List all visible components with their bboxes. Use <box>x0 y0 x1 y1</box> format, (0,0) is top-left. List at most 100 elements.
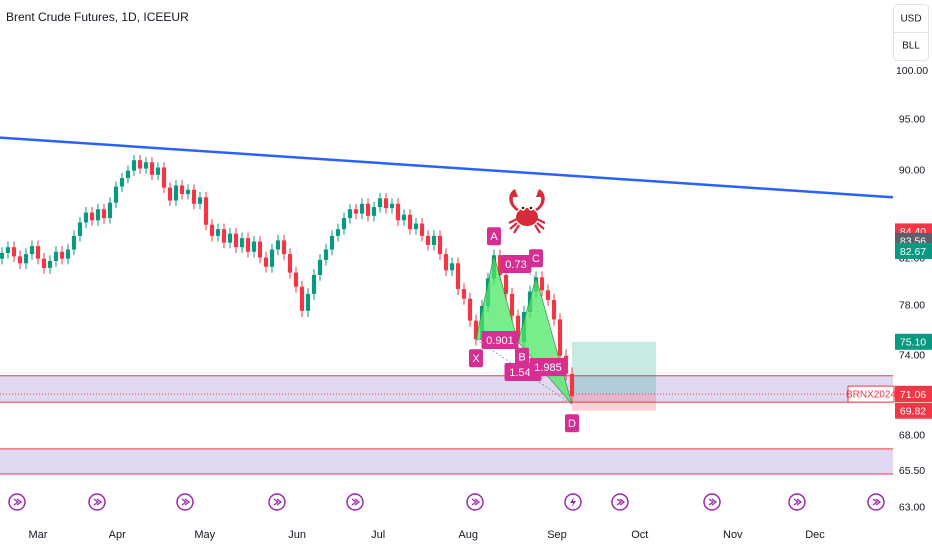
candles <box>0 155 575 403</box>
candle-body <box>401 214 407 221</box>
candle-body <box>101 209 107 219</box>
candle-body <box>257 241 263 258</box>
candle-body <box>143 162 149 169</box>
y-tick-label: 95.00 <box>899 113 925 125</box>
x-tick-label: Mar <box>29 529 48 541</box>
pattern-point-label: C <box>532 253 540 265</box>
unit[interactable]: BLL <box>902 41 920 52</box>
candle-body <box>269 249 275 267</box>
event-icon[interactable] <box>8 493 26 511</box>
candle-body <box>515 315 521 342</box>
event-arrow <box>273 498 283 506</box>
event-arrow <box>13 498 23 506</box>
candle-body <box>455 263 461 290</box>
event-icon[interactable] <box>268 493 286 511</box>
candle-body <box>245 238 251 252</box>
candle-body <box>89 212 95 221</box>
candle-body <box>47 260 53 268</box>
candle-body <box>239 238 245 248</box>
candle-body <box>347 209 353 219</box>
candle-body <box>281 240 287 255</box>
event-arrow <box>872 498 882 506</box>
candle-body <box>317 259 323 275</box>
candle-body <box>557 319 563 356</box>
candle-body <box>0 252 5 259</box>
candle-body <box>95 209 101 221</box>
candle-body <box>227 233 233 243</box>
candle-body <box>287 254 293 273</box>
candle-body <box>305 293 311 311</box>
price-label-box <box>895 242 932 259</box>
candle-body <box>431 235 437 245</box>
event-icon[interactable] <box>466 493 484 511</box>
y-tick-label: 100.00 <box>896 65 928 77</box>
candle-body <box>215 229 221 236</box>
symbol-tag: BRNX2024 <box>846 390 896 401</box>
y-tick-label: 78.00 <box>899 300 925 312</box>
pattern-point-label: D <box>568 418 576 430</box>
currency[interactable]: USD <box>900 14 921 25</box>
event-arrow <box>793 498 803 506</box>
x-tick-label: Dec <box>805 529 825 541</box>
event-icon[interactable] <box>867 493 885 511</box>
event-icon[interactable] <box>346 493 364 511</box>
candle-body <box>335 229 341 236</box>
event-icon[interactable] <box>611 493 629 511</box>
pattern-point-box <box>528 249 543 268</box>
candle-body <box>203 197 209 225</box>
candle-body <box>107 202 113 219</box>
candle-body <box>473 320 479 340</box>
candle-body <box>395 203 401 221</box>
event-arrow <box>471 498 481 506</box>
event-arrow <box>181 498 191 506</box>
candle-body <box>377 198 383 208</box>
price-axis: Mar Apr May Jun Jul Aug Sep Oct Nov Dec 100.00 95.0… <box>29 65 932 541</box>
candle-body <box>443 254 449 271</box>
candle-body <box>131 160 137 171</box>
pattern-point-box <box>564 414 579 433</box>
y-tick-label: 65.50 <box>899 465 925 477</box>
pattern-point-label: A <box>490 231 498 243</box>
x-tick-label: Jun <box>288 529 306 541</box>
price-label: 71.06 <box>900 389 926 401</box>
candle-body <box>59 251 65 259</box>
event-icon[interactable] <box>88 493 106 511</box>
candle-body <box>35 246 41 259</box>
candle-body <box>539 277 545 291</box>
pattern-point-label: X <box>472 353 480 365</box>
event-arrow <box>616 498 626 506</box>
candle-body <box>545 290 551 300</box>
candle-body <box>251 241 257 252</box>
candle-body <box>155 167 161 175</box>
candle-body <box>389 203 395 209</box>
candle-body <box>209 224 215 236</box>
candle-body <box>449 263 455 271</box>
candle-body <box>437 235 443 255</box>
pattern-point-box <box>514 347 529 366</box>
candle-body <box>461 289 467 299</box>
loss-area <box>571 394 656 411</box>
candle-body <box>467 298 473 321</box>
x-tick-label: Apr <box>109 529 126 541</box>
y-tick-label: 68.00 <box>899 429 925 441</box>
candle-body <box>293 272 299 287</box>
candle-body <box>191 189 197 204</box>
candle-body <box>407 214 413 230</box>
candle-body <box>83 212 89 223</box>
ratio-label: 0.73 <box>505 259 526 271</box>
candle-body <box>179 185 185 195</box>
event-icon[interactable] <box>703 493 721 511</box>
profit-area <box>571 341 656 395</box>
candle-body <box>323 249 329 260</box>
event-icon[interactable] <box>176 493 194 511</box>
event-icon[interactable] <box>564 493 582 511</box>
candle-body <box>383 198 389 209</box>
x-tick-label: May <box>194 529 215 541</box>
crab-icon <box>508 189 546 234</box>
event-icon[interactable] <box>788 493 806 511</box>
candle-body <box>149 162 155 175</box>
event-icons <box>8 493 885 511</box>
event-arrow <box>708 498 718 506</box>
candle-body <box>197 197 203 204</box>
